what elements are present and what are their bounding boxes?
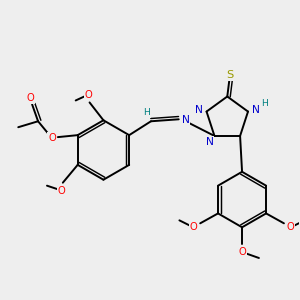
- Text: O: O: [189, 222, 197, 232]
- Text: H: H: [144, 108, 150, 117]
- Text: S: S: [226, 70, 234, 80]
- Text: N: N: [182, 115, 190, 125]
- Text: O: O: [58, 186, 66, 196]
- Text: O: O: [85, 89, 92, 100]
- Text: N: N: [252, 105, 260, 115]
- Text: H: H: [261, 99, 268, 108]
- Text: O: O: [48, 133, 56, 143]
- Text: N: N: [206, 137, 214, 147]
- Text: N: N: [195, 105, 203, 115]
- Text: O: O: [238, 247, 246, 257]
- Text: O: O: [287, 222, 295, 232]
- Text: O: O: [26, 94, 34, 103]
